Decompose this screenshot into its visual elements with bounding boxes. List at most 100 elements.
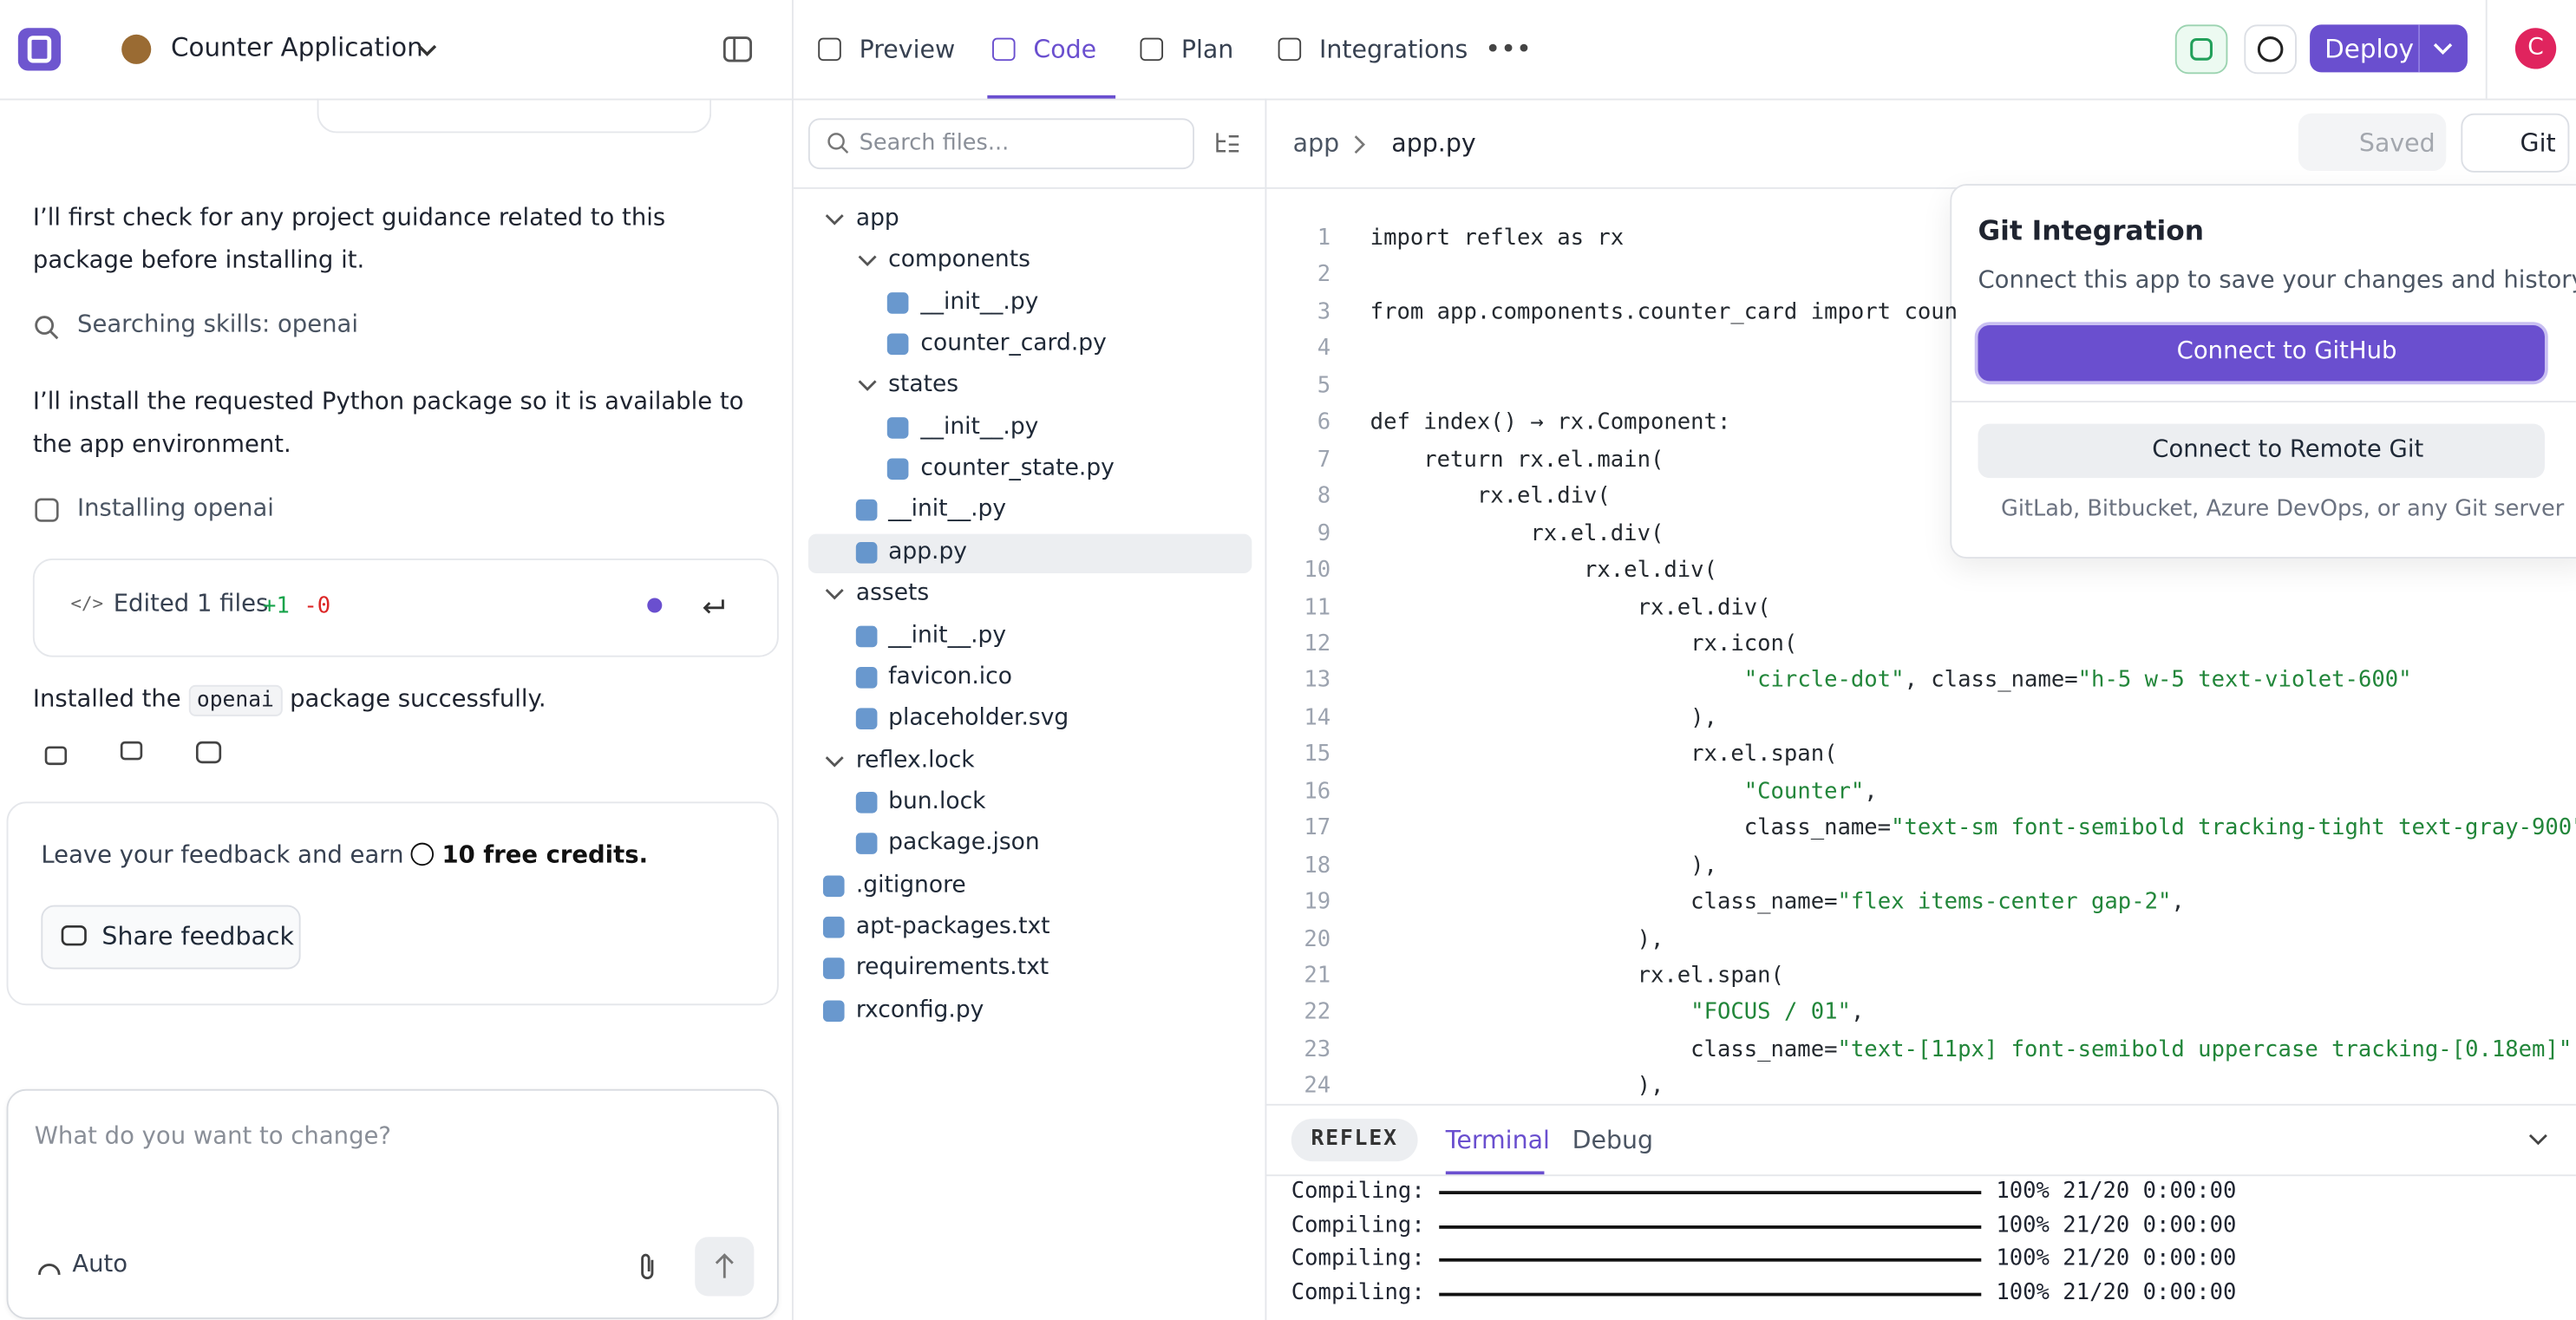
tab[interactable]: Plan [1180,34,1234,64]
tab-icon [818,37,841,62]
search-placeholder[interactable]: Search files... [859,129,1010,156]
prompt-box[interactable] [6,1088,779,1319]
terminal-status: 100% 21/20 0:00:00 [1996,1279,2237,1306]
line-number: 5 [1317,372,1331,399]
line-number: 16 [1304,778,1331,805]
text: Leave your feedback and earn [41,842,404,869]
git-button[interactable] [2461,113,2570,173]
file-name[interactable]: requirements.txt [855,955,1049,982]
tree-toggle[interactable] [1214,130,1240,156]
file-icon [822,916,845,938]
folder-chevron[interactable] [823,585,847,605]
code-line: ), [1370,852,1717,878]
github-label[interactable]: Connect to GitHub [2176,338,2397,365]
line-number: 7 [1317,446,1331,473]
status-button[interactable] [2174,24,2228,75]
file-name[interactable]: counter_card.py [920,330,1107,357]
folder-chevron[interactable] [855,376,879,396]
reaction-icons[interactable] [42,739,239,768]
file-name[interactable]: __init__.py [920,413,1039,441]
deploy-label[interactable]: Deploy [2324,34,2414,64]
divider [1265,98,1267,1320]
prompt-placeholder[interactable]: What do you want to change? [34,1123,392,1150]
edit-card[interactable] [32,558,779,657]
line-number: 8 [1317,483,1331,510]
line-number: 20 [1304,925,1331,952]
collapse-icon[interactable] [2527,1130,2550,1150]
chat-step: Installing openai [77,496,274,523]
folder-name[interactable]: app [855,205,899,232]
line-number: 14 [1304,704,1331,731]
edit-label: Edited 1 files [113,591,269,618]
file-name[interactable]: placeholder.svg [888,704,1069,732]
attach-icon[interactable] [634,1251,660,1281]
deploy-button[interactable] [2310,24,2468,73]
file-name[interactable]: __init__.py [888,621,1007,649]
folder-chevron[interactable] [855,252,879,271]
tab[interactable]: Integrations [1318,34,1468,64]
file-name[interactable]: rxconfig.py [855,997,984,1023]
file-name[interactable]: __init__.py [888,496,1007,524]
terminal-tab[interactable]: Terminal [1445,1125,1550,1155]
debug-tab[interactable]: Debug [1572,1125,1654,1155]
feedback-icon [61,925,87,946]
active-tab-underline [1445,1171,1545,1175]
divider [1265,1103,2576,1106]
remote-git-button[interactable] [1978,423,2545,479]
avatar[interactable]: C [2514,28,2557,69]
credit-icon [411,842,435,866]
code-token: class_name= [1370,814,1892,842]
more-menu[interactable]: ••• [1485,32,1532,64]
file-icon [855,708,877,730]
file-name[interactable]: .gitignore [855,871,966,899]
help-button[interactable] [2244,24,2297,75]
string-token: "text-[11px] font-semibold uppercase tra… [1837,1036,2573,1063]
mode-label[interactable]: Auto [72,1251,128,1278]
code-token: rx.el.span( [1370,962,1784,990]
folder-chevron[interactable] [823,752,847,772]
file-name[interactable]: apt-packages.txt [855,913,1050,940]
remote-git-label[interactable]: Connect to Remote Git [2152,436,2424,464]
popup-title: Git Integration [1978,215,2204,247]
revert-icon[interactable] [700,593,726,619]
code-token [1370,778,1744,804]
git-label[interactable]: Git [2520,127,2556,158]
logo[interactable] [17,28,62,71]
code-token: rx.el.span( [1370,741,1838,768]
folder-name[interactable]: reflex.lock [855,746,975,774]
file-name[interactable]: package.json [888,829,1040,857]
file-name[interactable]: counter_state.py [920,454,1115,482]
code-line: rx.el.div( [1370,557,1717,583]
file-name[interactable]: __init__.py [920,288,1039,316]
send-button[interactable] [695,1237,755,1297]
status-dot [647,598,663,613]
file-name[interactable]: favicon.ico [888,663,1012,690]
folder-name[interactable]: assets [855,579,930,607]
chevron[interactable] [415,38,439,62]
line-number: 19 [1304,888,1331,916]
logo-icon [27,36,52,63]
folder-name[interactable]: components [888,246,1030,274]
code-token: class_name= [1370,1036,1838,1063]
active-tab-underline [987,95,1116,99]
file-search[interactable] [807,118,1195,170]
terminal-status: 100% 21/20 0:00:00 [1996,1212,2237,1238]
file-name[interactable]: app.py [888,538,968,565]
share-feedback-label[interactable]: Share feedback [101,921,294,951]
sidebar-toggle[interactable] [722,36,753,62]
folder-chevron[interactable] [823,210,847,230]
project-name[interactable]: Counter Application [170,32,423,62]
tab[interactable]: Code [1033,34,1097,64]
file-icon [822,874,845,897]
file-name[interactable]: bun.lock [888,787,986,815]
file-icon [855,541,877,564]
github-button[interactable] [1978,325,2545,382]
tab[interactable]: Preview [859,34,956,64]
code-token: class_name= [1370,888,1838,916]
string-token: "circle-dot" [1743,667,1905,695]
line-number: 3 [1317,298,1331,325]
folder-name[interactable]: states [888,371,959,399]
deploy-menu[interactable] [2431,38,2455,62]
popup-note: GitLab, Bitbucket, Azure DevOps, or any … [2001,496,2565,523]
